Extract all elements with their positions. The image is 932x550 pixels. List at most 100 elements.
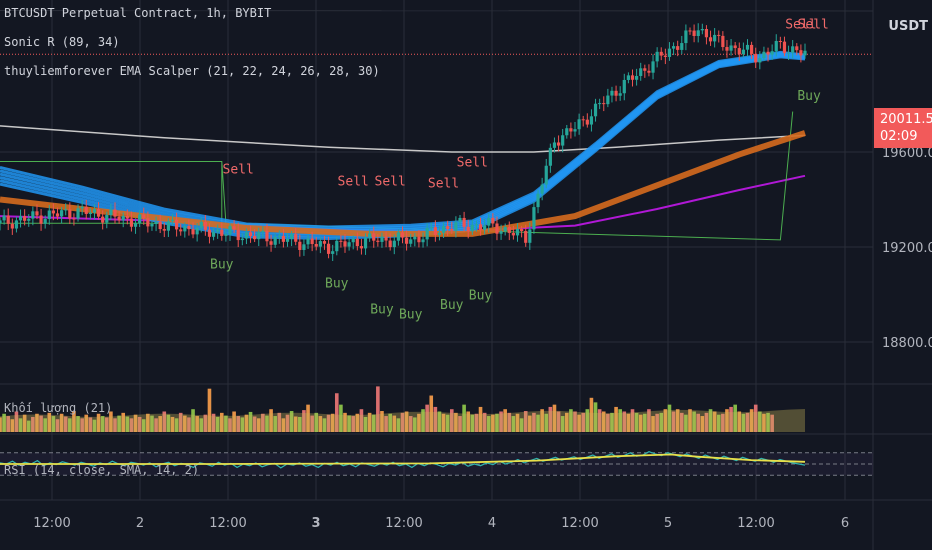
candle-body: [166, 221, 170, 231]
volume-bar: [137, 416, 142, 432]
candle-body: [269, 241, 273, 245]
candle-body: [602, 103, 606, 105]
candle-body: [795, 46, 799, 51]
time-axis-label: 4: [488, 516, 496, 531]
candle-body: [741, 49, 745, 55]
candle-body: [121, 215, 125, 221]
volume-bar: [462, 404, 466, 432]
time-axis-label: 2: [136, 516, 144, 531]
volume-bar: [712, 411, 717, 432]
volume-pane-label: Khối lượng (21): [4, 401, 113, 415]
candle-body: [129, 218, 134, 227]
volume-bar: [133, 414, 138, 432]
candle-body: [138, 214, 142, 224]
volume-bar: [47, 412, 52, 432]
sell-signal-label: Sell: [223, 162, 254, 177]
volume-bar: [2, 413, 6, 432]
volume-bar: [339, 404, 343, 432]
volume-bar: [655, 413, 659, 432]
volume-bar: [408, 416, 413, 432]
candle-body: [2, 215, 6, 221]
volume-bar: [610, 412, 614, 432]
volume-bar: [618, 409, 622, 432]
volume-bar: [441, 413, 446, 432]
volume-bar: [31, 416, 35, 432]
volume-bar: [753, 404, 758, 432]
candle-body: [754, 53, 758, 63]
candle-body: [577, 119, 581, 130]
candle-body: [392, 240, 396, 248]
candle-body: [643, 68, 647, 71]
candle-body: [676, 46, 680, 50]
candle-body: [400, 232, 405, 238]
volume-bar: [306, 404, 310, 432]
volume-bar: [503, 409, 507, 432]
volume-bar: [129, 418, 134, 432]
time-axis-label: 3: [311, 516, 320, 531]
candle-body: [725, 47, 729, 51]
rsi-ma-line: [0, 453, 806, 465]
volume-bar: [704, 412, 709, 432]
volume-bar: [14, 411, 19, 432]
symbol-legend: BTCUSDT Perpetual Contract, 1h, BYBIT: [4, 6, 272, 20]
volume-bar: [692, 411, 696, 432]
candle-body: [318, 241, 322, 247]
volume-bar: [696, 413, 701, 432]
volume-bar: [59, 413, 64, 432]
volume-bar: [507, 412, 512, 432]
candle-body: [610, 90, 614, 96]
volume-bar: [63, 416, 68, 432]
candle-body: [437, 232, 442, 235]
candle-body: [782, 41, 787, 54]
volume-bar: [700, 416, 705, 432]
candle-body: [717, 34, 721, 36]
candle-body: [487, 217, 491, 226]
volume-bar: [413, 417, 417, 432]
candle-body: [659, 51, 663, 56]
candle-body: [421, 239, 425, 243]
volume-bar: [298, 416, 302, 432]
candle-body: [351, 238, 355, 243]
volume-bar: [363, 416, 368, 432]
volume-bar: [671, 411, 676, 432]
candle-body: [774, 40, 778, 52]
candle-body: [154, 221, 158, 225]
candle-body: [187, 226, 191, 230]
candle-body: [520, 228, 524, 231]
candle-body: [96, 209, 101, 217]
candle-body: [376, 240, 380, 242]
volume-bar: [187, 417, 191, 432]
candle-body: [31, 211, 35, 219]
volume-bar: [593, 402, 598, 432]
volume-bar: [458, 416, 462, 432]
sell-signal-label: Sell: [338, 174, 369, 189]
volume-bar: [486, 416, 491, 432]
volume-bar: [708, 409, 713, 432]
volume-bar: [228, 418, 232, 432]
volume-bar: [766, 412, 770, 432]
price-axis-label: 19600.0: [882, 146, 932, 161]
volume-bar: [515, 413, 520, 432]
candle-body: [10, 223, 14, 229]
volume-bar: [392, 415, 397, 432]
candle-body: [158, 221, 162, 230]
volume-bar: [614, 406, 618, 432]
candle-body: [684, 30, 688, 44]
volume-bar: [564, 412, 569, 432]
volume-bar: [26, 420, 31, 432]
candle-body: [355, 238, 359, 247]
candle-body: [729, 45, 733, 51]
volume-bar: [256, 418, 261, 432]
volume-bar: [519, 418, 524, 432]
candle-body: [14, 220, 19, 229]
currency-label[interactable]: USDT: [888, 19, 928, 34]
candle-body: [548, 147, 552, 166]
candle-body: [713, 34, 717, 42]
volume-bar: [191, 409, 195, 432]
volume-bar: [388, 413, 392, 432]
volume-bar: [367, 412, 372, 432]
candle-body: [84, 206, 88, 214]
volume-bar: [178, 412, 183, 432]
